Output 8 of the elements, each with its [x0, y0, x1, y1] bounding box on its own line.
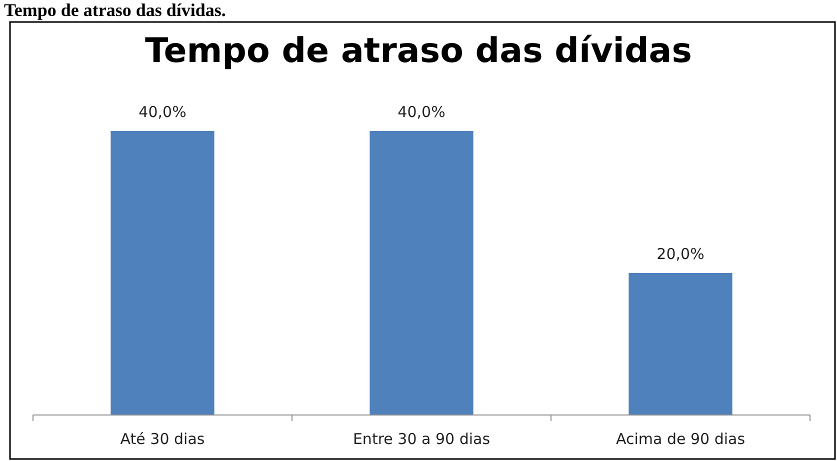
chart-title: Tempo de atraso das dívidas [145, 31, 692, 71]
x-tick-label: Entre 30 a 90 dias [352, 430, 490, 448]
data-label: 40,0% [138, 103, 186, 121]
data-label: 40,0% [398, 103, 446, 121]
x-tick-label: Acima de 90 dias [616, 430, 746, 448]
data-label: 20,0% [656, 245, 704, 263]
text: Tempo de atraso das dívidas. [4, 0, 226, 20]
x-tick-label: Até 30 dias [120, 430, 205, 448]
